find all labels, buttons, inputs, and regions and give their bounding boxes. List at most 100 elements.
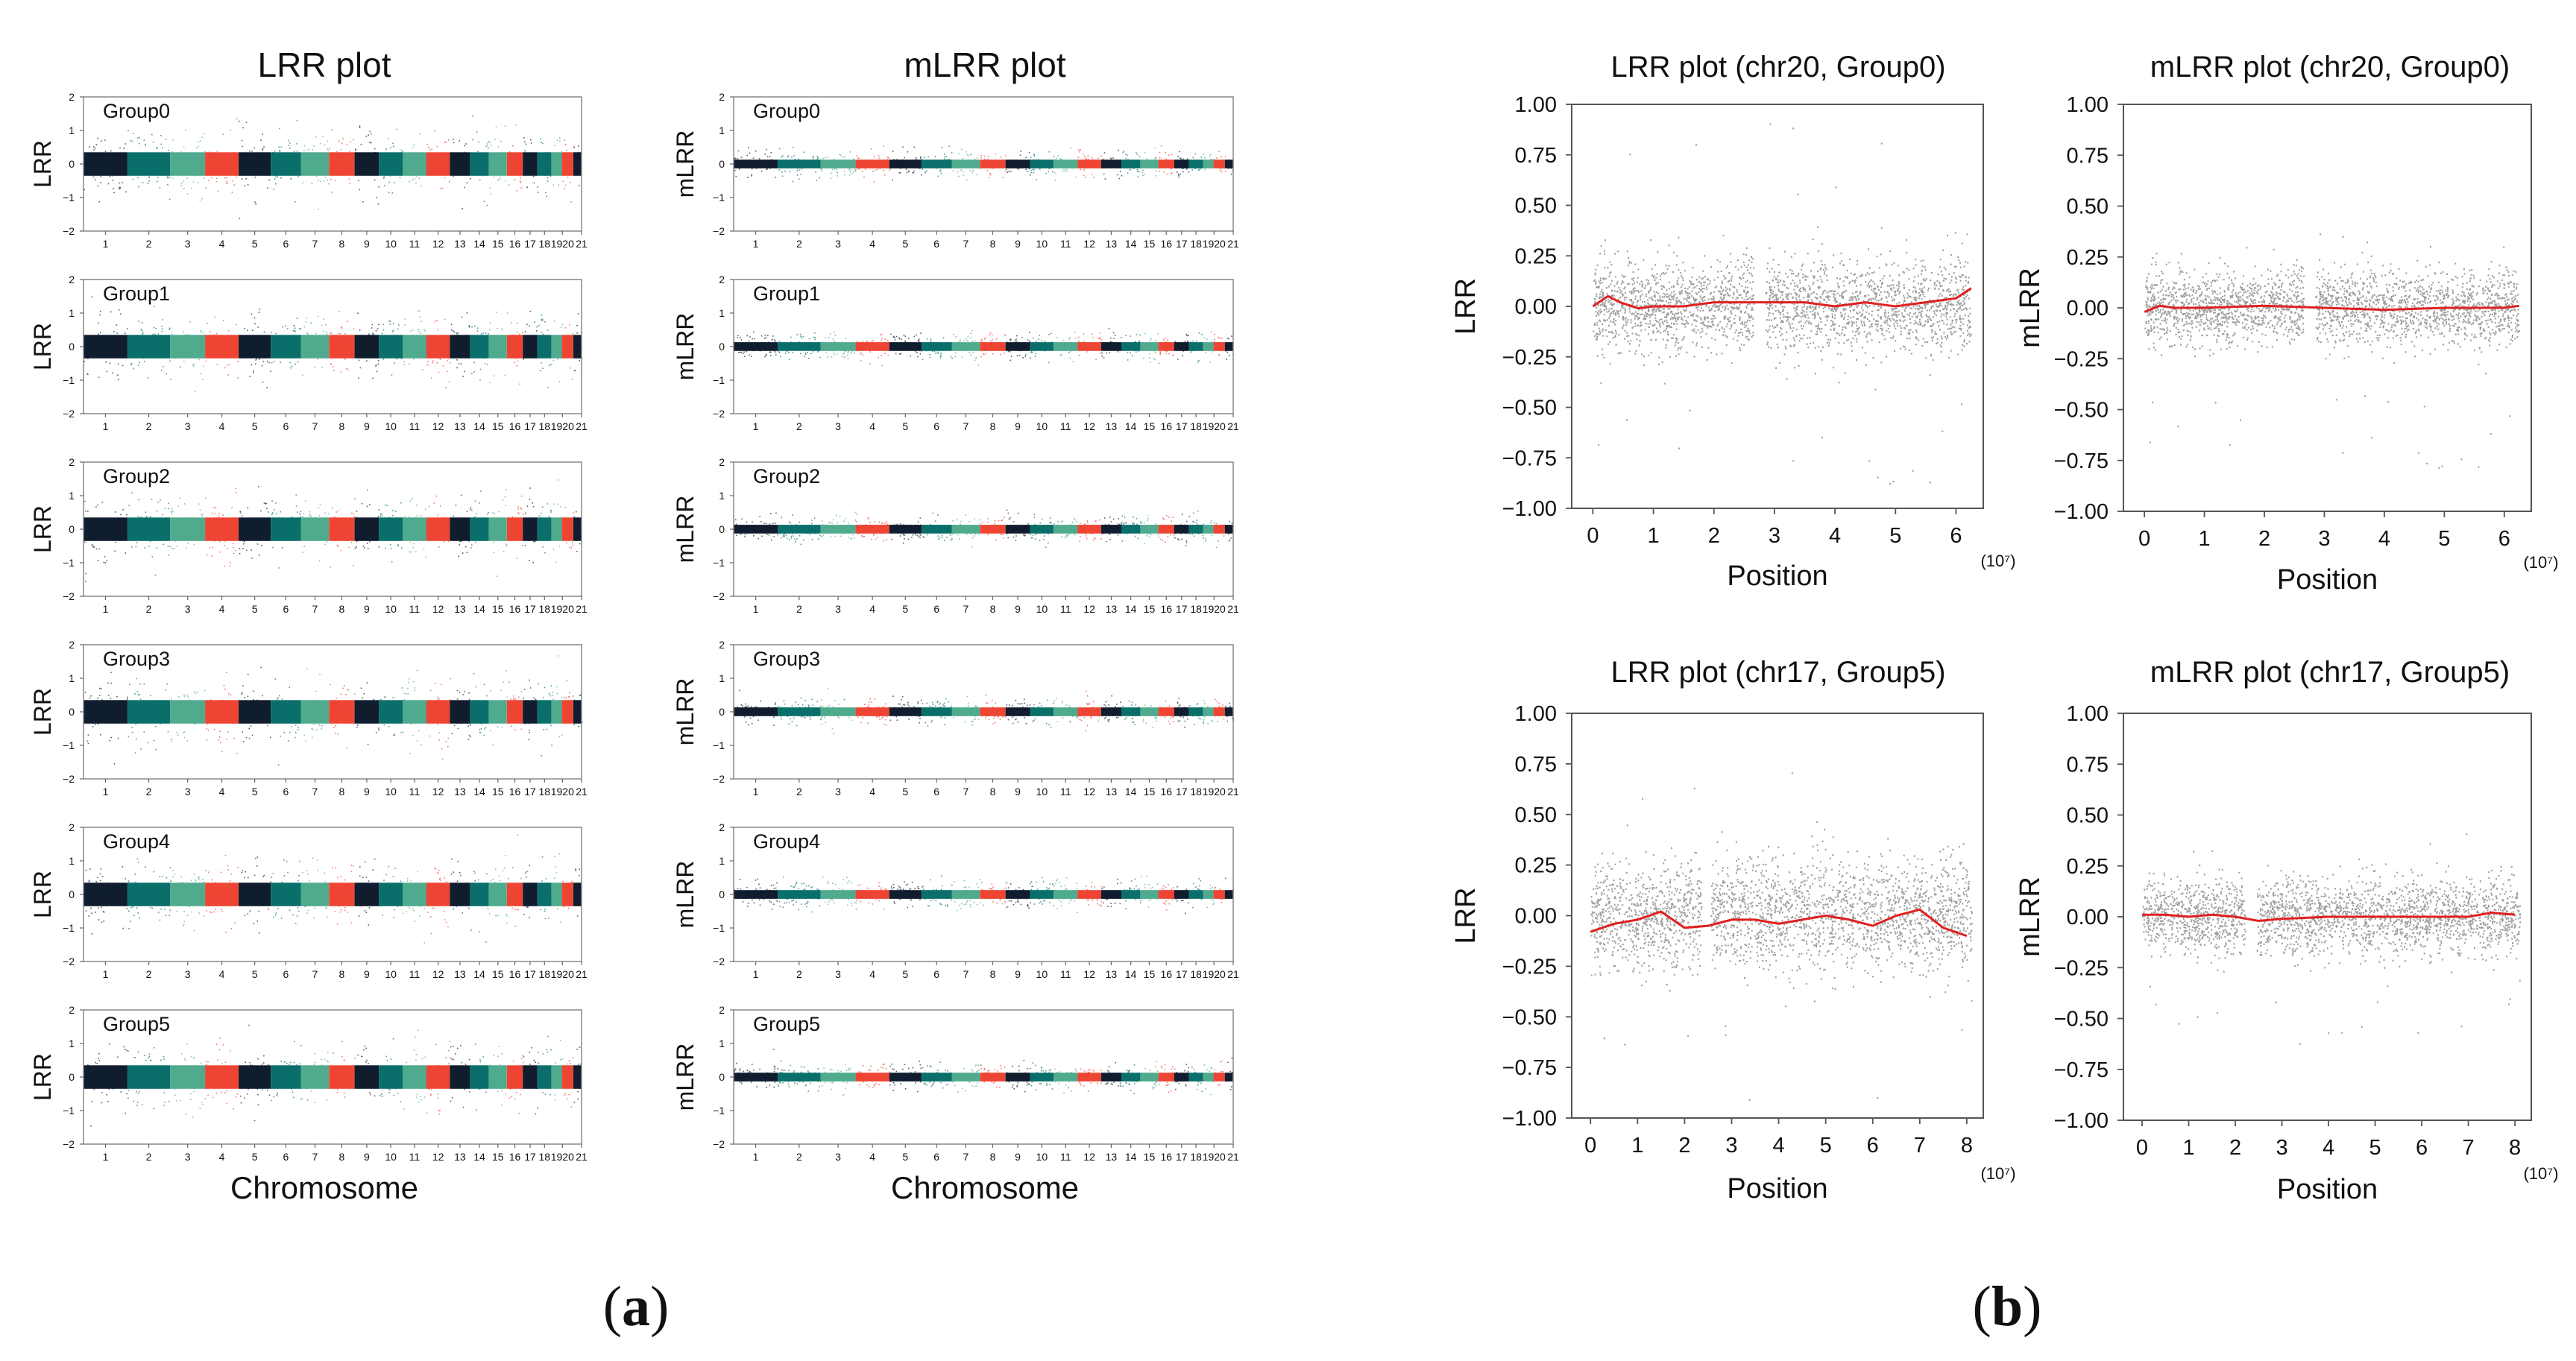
xtick-label: 4 <box>219 238 225 250</box>
chrom-scatter-13 <box>450 312 470 377</box>
panel-b-close: ) <box>2023 1275 2041 1338</box>
xtick-label: 4 <box>869 238 875 250</box>
chrom-scatter-18 <box>538 315 552 388</box>
chrom-band-17 <box>1174 160 1189 168</box>
xtick-label: 13 <box>1106 786 1118 798</box>
xtick-label: 17 <box>524 968 536 980</box>
chrom-band-17 <box>523 1065 538 1089</box>
chrom-band-16 <box>506 1065 523 1089</box>
chrom-scatter-8 <box>980 153 1007 179</box>
chrom-scatter-8 <box>983 694 1007 724</box>
xtick-label: 16 <box>1160 786 1172 798</box>
chrom-scatter-18 <box>538 683 552 757</box>
chrom-band-18 <box>1188 707 1203 716</box>
xtick-label: 15 <box>492 238 504 250</box>
xtick-label: 7 <box>312 420 318 432</box>
scatter-points <box>1590 772 1973 1102</box>
chrom-band-1 <box>734 160 778 168</box>
chrom-scatter-7 <box>953 879 981 912</box>
xtick-label: 14 <box>473 238 485 250</box>
ytick-label: −0.25 <box>2054 956 2109 980</box>
chrom-scatter-20 <box>562 680 574 722</box>
xtick-label: 5 <box>902 968 908 980</box>
xtick-label: 7 <box>963 1151 969 1163</box>
xtick-label: 1 <box>753 1151 759 1163</box>
ytick-label: −0.25 <box>1502 346 1557 370</box>
xtick-label: 16 <box>509 786 521 798</box>
chrom-scatter-15 <box>1141 147 1157 177</box>
chrom-band-19 <box>1203 1073 1214 1081</box>
ytick-label: 0.25 <box>2067 855 2109 879</box>
chrom-scatter-10 <box>1030 151 1055 180</box>
chrom-scatter-3 <box>821 1064 855 1096</box>
chrom-band-11 <box>1054 160 1078 168</box>
chrom-scatter-20 <box>562 507 575 549</box>
xtick-label: 3 <box>835 968 841 980</box>
xtick-label: 11 <box>1060 968 1071 980</box>
xtick-label: 3 <box>1769 524 1780 548</box>
chrom-band-3 <box>170 335 206 359</box>
chrom-band-19 <box>551 335 562 359</box>
chrom-scatter-8 <box>333 1041 356 1098</box>
chrom-band-3 <box>170 152 206 176</box>
chrom-band-1 <box>734 890 778 899</box>
chrom-band-19 <box>1203 890 1214 899</box>
xtick-label: 14 <box>473 603 485 615</box>
chrom-scatter-17 <box>1174 514 1190 546</box>
xtick-label: 6 <box>933 968 939 980</box>
chrom-band-19 <box>551 700 562 724</box>
xtick-label: 16 <box>509 1151 521 1163</box>
ytick-label: −2 <box>63 590 75 602</box>
x-axis-label: Position <box>2277 1174 2378 1205</box>
chrom-band-4 <box>205 335 239 359</box>
chrom-band-16 <box>1158 160 1174 168</box>
chrom-scatter-1 <box>735 689 778 726</box>
plot-title: mLRR plot (chr20, Group0) <box>2150 51 2510 83</box>
xtick-label: 18 <box>539 603 551 615</box>
chrom-band-18 <box>1188 1073 1203 1081</box>
xtick-label: 6 <box>283 1151 289 1163</box>
chrom-scatter-14 <box>471 1043 490 1111</box>
chrom-band-15 <box>1140 1073 1159 1081</box>
chrom-scatter-6 <box>271 678 302 765</box>
ytick-label: −0.75 <box>2054 1058 2109 1082</box>
chrom-scatter-9 <box>1006 332 1031 361</box>
chrom-scatter-14 <box>470 490 490 549</box>
chrom-band-14 <box>1121 160 1141 168</box>
chrom-band-21 <box>1224 342 1233 351</box>
chrom-band-3 <box>170 700 206 724</box>
xtick-label: 11 <box>409 1151 421 1163</box>
chrom-scatter-4 <box>855 882 889 910</box>
chrom-band-14 <box>470 882 489 906</box>
chrom-band-4 <box>205 152 239 176</box>
chrom-scatter-17 <box>1174 151 1190 178</box>
xtick-label: 21 <box>1227 786 1239 798</box>
ytick-label: −0.50 <box>2054 399 2109 423</box>
xtick-label: 5 <box>252 420 258 432</box>
chrom-scatter-2 <box>778 147 822 183</box>
chrom-band-4 <box>855 525 889 534</box>
chrom-band-12 <box>426 1065 450 1089</box>
chrom-scatter-3 <box>170 129 206 201</box>
chrom-scatter-6 <box>271 318 302 369</box>
detail-plot-mlrr_chr20: 1.00 0.75 0.50 0.25 0.00 −0.25 −0.50 −0.75 −1.00… <box>2015 51 2559 596</box>
xtick-label: 6 <box>933 238 939 250</box>
xtick-label: 10 <box>385 968 397 980</box>
ytick-label: 2 <box>719 456 725 468</box>
chrom-scatter-13 <box>1100 695 1122 722</box>
chrom-band-20 <box>561 882 573 906</box>
chrom-band-10 <box>1030 342 1054 351</box>
chrom-band-11 <box>1054 342 1078 351</box>
chrom-scatter-12 <box>1078 1068 1102 1092</box>
chrom-band-20 <box>561 152 573 176</box>
chrom-band-20 <box>1213 1073 1225 1081</box>
chrom-scatter-8 <box>330 311 355 373</box>
xtick-label: 10 <box>385 1151 397 1163</box>
xtick-label: 0 <box>2136 1136 2148 1160</box>
xtick-label: 15 <box>1144 603 1156 615</box>
ytick-label: 2 <box>719 639 725 651</box>
ytick-label: 1 <box>69 307 75 319</box>
chrom-band-21 <box>573 882 582 906</box>
ytick-label: −2 <box>63 225 75 237</box>
chrom-scatter-16 <box>1159 701 1175 725</box>
